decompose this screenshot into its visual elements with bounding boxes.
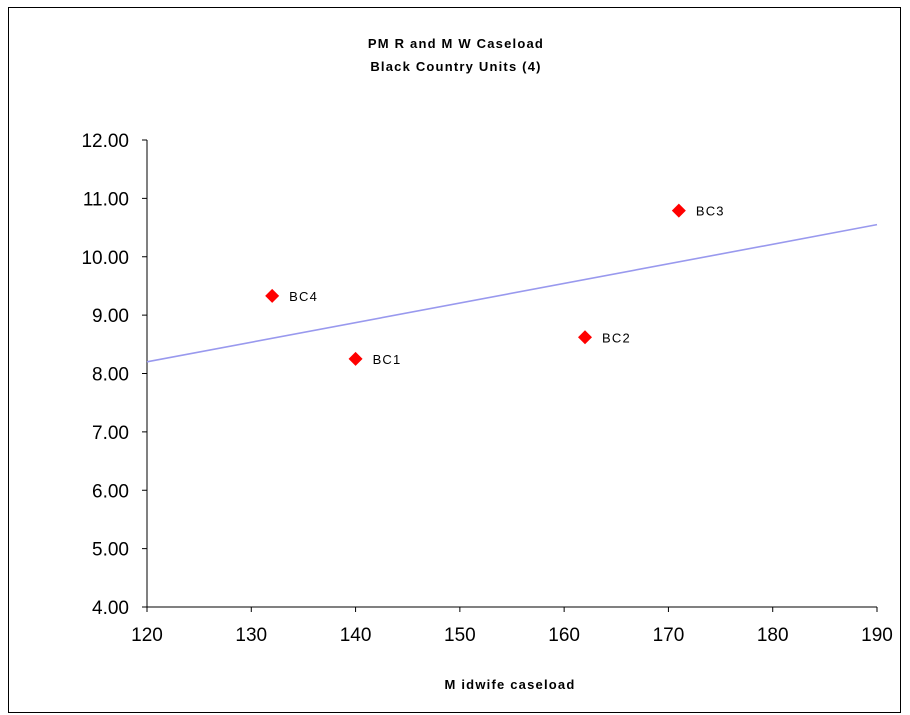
- x-axis-title: M idwife caseload: [445, 677, 576, 692]
- data-point-bc1: [348, 351, 363, 366]
- x-tick-label: 160: [548, 625, 580, 646]
- y-tick-label: 4.00: [92, 598, 129, 619]
- data-point-bc4: [265, 288, 280, 303]
- chart-title: PM R and M W Caseload: [368, 36, 544, 51]
- x-tick-label: 130: [235, 625, 267, 646]
- x-tick-label: 150: [444, 625, 476, 646]
- point-label-bc1: BC1: [373, 352, 402, 367]
- x-tick-label: 120: [131, 625, 163, 646]
- x-tick-label: 180: [757, 625, 789, 646]
- point-label-bc3: BC3: [696, 204, 725, 219]
- y-tick-label: 8.00: [92, 365, 129, 386]
- x-tick-label: 140: [340, 625, 372, 646]
- y-tick-label: 11.00: [83, 189, 129, 210]
- y-tick-label: 10.00: [81, 248, 129, 269]
- point-label-bc4: BC4: [289, 289, 318, 304]
- data-point-bc2: [578, 330, 592, 345]
- data-point-bc3: [671, 203, 686, 218]
- point-label-bc2: BC2: [602, 330, 631, 345]
- x-tick-label: 190: [861, 625, 893, 646]
- x-tick-label: 170: [653, 625, 685, 646]
- y-tick-label: 5.00: [92, 540, 129, 561]
- y-tick-label: 12.00: [81, 131, 129, 152]
- y-tick-label: 7.00: [92, 423, 129, 444]
- chart-subtitle: Black Country Units (4): [370, 59, 541, 74]
- y-tick-label: 9.00: [92, 306, 129, 327]
- y-tick-label: 6.00: [92, 481, 129, 502]
- trendline: [146, 223, 878, 363]
